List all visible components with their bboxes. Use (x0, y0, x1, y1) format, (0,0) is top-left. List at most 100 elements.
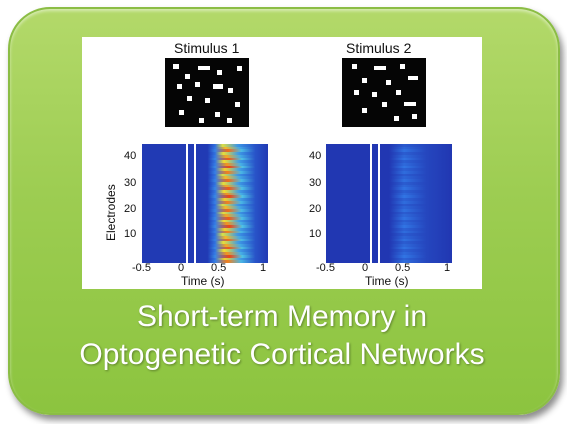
stimulus-pixel (199, 118, 204, 123)
stimulus-pixel (187, 96, 192, 101)
heatmap-row (326, 227, 452, 232)
x-tick: -0.5 (316, 262, 335, 274)
heatmap-row (142, 192, 268, 196)
heatmap-row (326, 181, 452, 186)
heatmap-row (326, 149, 452, 153)
heatmap-row (142, 208, 268, 213)
heatmap-row (326, 171, 452, 175)
stimulus-pixel (228, 88, 233, 93)
heatmap-row (142, 154, 268, 159)
heatmap-row (326, 219, 452, 224)
heatmap-row (326, 225, 452, 229)
heatmap-row (142, 200, 268, 205)
heatmap-row (142, 187, 268, 191)
heatmap-row (142, 233, 268, 237)
heatmap-row (326, 184, 452, 188)
heatmap-row (326, 222, 452, 226)
stimulus-onset-line (194, 144, 196, 263)
stimulus-pixel (213, 84, 223, 89)
stimulus-onset-line (186, 144, 188, 263)
heatmap-row (326, 246, 452, 251)
x-tick: 0 (362, 262, 369, 274)
heatmap-row (326, 208, 452, 213)
heatmap-row (326, 203, 452, 207)
y-tick: 20 (309, 203, 322, 215)
heatmap-row (142, 149, 268, 153)
stimulus-pixel (386, 80, 391, 85)
heatmap-row (326, 154, 452, 159)
x-axis-label: Time (s) (181, 274, 225, 288)
y-tick: 30 (124, 177, 137, 189)
stimulus-1-title: Stimulus 1 (174, 40, 240, 56)
stimulus-pixel (173, 64, 179, 69)
stimulus-pixel (372, 92, 377, 97)
heatmap-row (142, 225, 268, 229)
heatmap-row (326, 187, 452, 191)
heatmap-row (142, 146, 268, 150)
heatmap-row (142, 241, 268, 245)
stimulus-pixel (382, 102, 387, 107)
heatmap-row (326, 168, 452, 172)
y-tick: 30 (309, 177, 322, 189)
heatmap-row (142, 173, 268, 178)
stimulus-pixel (352, 64, 357, 69)
heatmap-row (326, 206, 452, 210)
stimulus-2-pattern (342, 58, 426, 127)
stimulus-pixel (362, 78, 367, 83)
heatmap-row (326, 176, 452, 180)
heatmap-row (142, 152, 268, 156)
x-tick: 0.5 (211, 262, 227, 274)
heatmap-row (142, 219, 268, 224)
stimulus-pixel (412, 114, 417, 119)
x-tick: 0.5 (395, 262, 411, 274)
stimulus-pixel (400, 64, 405, 69)
heatmap-row (142, 184, 268, 188)
stimulus-pixel (185, 74, 190, 79)
stimulus-2-title: Stimulus 2 (346, 40, 412, 56)
heatmap-row (326, 214, 452, 218)
heatmap-row (326, 252, 452, 256)
stimulus-pixel (215, 112, 220, 117)
heatmap-row (142, 230, 268, 234)
heatmap-row (142, 211, 268, 215)
heatmap-row (142, 195, 268, 199)
heatmap-row (326, 189, 452, 194)
heatmap-row (142, 257, 268, 261)
heatmap-row (142, 214, 268, 218)
stimulus-pixel (362, 108, 367, 113)
heatmap-row (142, 181, 268, 186)
heatmap-row (326, 233, 452, 237)
stimulus-pixel (177, 84, 182, 89)
heatmap-row (142, 206, 268, 210)
heatmap-row (326, 162, 452, 167)
heatmap-row (142, 165, 268, 169)
heatmap-row (142, 254, 268, 259)
heatmap-row (326, 165, 452, 169)
stimulus-1-pattern (165, 58, 249, 127)
stimulus-pixel (374, 66, 386, 70)
heatmap-row (326, 211, 452, 215)
y-tick: 10 (309, 228, 322, 240)
heatmap-row (326, 160, 452, 164)
heatmap-row (326, 152, 452, 156)
heatmap-row (142, 203, 268, 207)
heatmap-row (326, 198, 452, 202)
heatmap-row (142, 227, 268, 232)
stimulus-pixel (195, 82, 200, 87)
heatmap-row (142, 171, 268, 175)
x-tick: 1 (444, 262, 451, 274)
stimulus-pixel (235, 102, 240, 107)
x-tick: 1 (260, 262, 267, 274)
caption-line-2: Optogenetic Cortical Networks (79, 338, 485, 371)
heatmap-row (326, 254, 452, 259)
heatmap-row (326, 173, 452, 178)
heatmap-row (142, 235, 268, 240)
stimulus-onset-line (378, 144, 380, 263)
y-tick: 40 (124, 150, 137, 162)
x-axis-label: Time (s) (365, 274, 409, 288)
stimulus-pixel (396, 90, 401, 95)
stimulus-pixel (179, 110, 184, 115)
heatmap-row (326, 200, 452, 205)
y-tick: 40 (309, 150, 322, 162)
caption-line-1: Short-term Memory in (136, 300, 428, 333)
